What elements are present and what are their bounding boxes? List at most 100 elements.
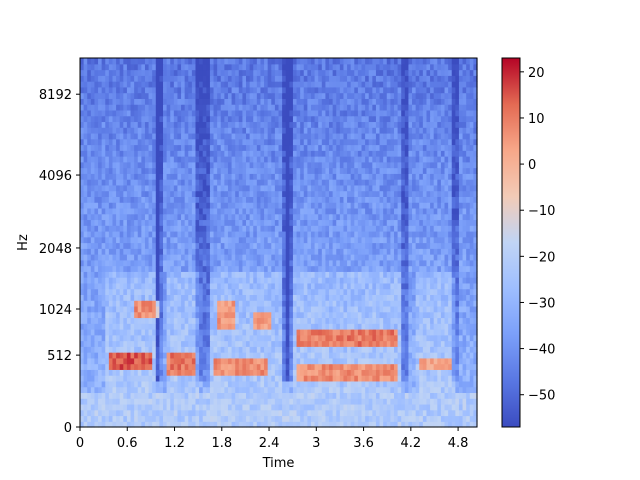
heatmap-cell [393,305,399,313]
heatmap-cell [289,386,294,394]
heatmap-cell [310,282,316,290]
heatmap-cell [350,213,355,221]
heatmap-cell [112,328,117,336]
heatmap-cell [108,196,114,203]
heatmap-cell [181,236,186,244]
heatmap-cell [123,363,128,370]
heatmap-cell [365,403,370,411]
heatmap-cell [339,230,345,238]
heatmap-cell [202,328,207,336]
heatmap-cell [116,363,121,370]
heatmap-cell [307,225,312,232]
heatmap-cell [368,421,373,428]
heatmap-cell [318,294,323,301]
heatmap-cell [307,305,312,313]
heatmap-cell [390,346,395,353]
heatmap-cell [300,334,305,342]
heatmap-cell [101,254,106,261]
heatmap-cell [90,282,96,290]
heatmap-cell [173,230,179,238]
heatmap-cell [249,184,254,192]
heatmap-cell [231,207,236,215]
heatmap-cell [401,300,406,307]
heatmap-cell [256,403,262,411]
heatmap-cell [336,184,341,192]
heatmap-cell [80,340,85,347]
heatmap-cell [90,305,96,313]
heatmap-cell [191,328,197,336]
heatmap-cell [426,294,431,301]
heatmap-cell [307,288,312,295]
heatmap-cell [390,225,395,232]
heatmap-cell [274,403,280,411]
heatmap-cell [325,167,330,174]
heatmap-cell [455,254,460,261]
heatmap-cell [256,242,262,249]
heatmap-cell [170,207,175,215]
heatmap-cell [350,282,355,290]
heatmap-cell [329,421,334,428]
heatmap-cell [90,409,96,417]
heatmap-cell [184,346,189,353]
heatmap-cell [466,219,471,226]
heatmap-cell [379,230,384,238]
heatmap-cell [379,340,384,347]
heatmap-cell [282,242,287,249]
heatmap-cell [332,357,337,365]
heatmap-cell [393,409,399,417]
heatmap-cell [473,328,478,336]
heatmap-cell [397,311,402,319]
heatmap [80,58,478,428]
heatmap-cell [357,340,363,347]
heatmap-cell [357,207,363,215]
heatmap-cell [310,317,316,324]
heatmap-cell [271,334,276,342]
heatmap-cell [217,230,222,238]
heatmap-cell [336,294,341,301]
heatmap-cell [260,300,265,307]
heatmap-cell [155,357,160,365]
heatmap-cell [448,340,453,347]
heatmap-cell [163,248,168,255]
heatmap-cell [126,346,132,353]
heatmap-cell [473,363,478,370]
heatmap-cell [94,259,99,267]
heatmap-cell [412,219,417,226]
heatmap-cell [116,375,121,382]
heatmap-cell [357,288,363,295]
heatmap-cell [112,305,117,313]
heatmap-cell [383,323,388,330]
heatmap-cell [343,202,348,209]
heatmap-cell [137,207,142,215]
heatmap-cell [98,196,103,203]
heatmap-cell [383,398,388,405]
heatmap-cell [448,248,453,255]
heatmap-cell [430,282,435,290]
heatmap-cell [466,259,471,267]
heatmap-cell [155,248,160,255]
heatmap-cell [278,357,283,365]
heatmap-cell [108,219,114,226]
heatmap-cell [213,161,218,169]
heatmap-cell [368,369,373,376]
heatmap-cell [249,311,254,319]
heatmap-cell [412,248,417,255]
heatmap-cell [303,363,308,370]
heatmap-cell [401,230,406,238]
heatmap-cell [372,352,377,359]
heatmap-cell [264,167,269,174]
heatmap-cell [123,248,128,255]
heatmap-cell [393,398,399,405]
heatmap-cell [466,248,471,255]
heatmap-cell [141,230,146,238]
heatmap-cell [267,380,272,388]
heatmap-cell [361,230,366,238]
heatmap-cell [292,271,298,278]
heatmap-cell [336,242,341,249]
heatmap-cell [397,196,402,203]
heatmap-cell [224,173,229,180]
heatmap-cell [419,265,424,272]
heatmap-cell [123,375,128,382]
heatmap-cell [390,334,395,342]
heatmap-cell [98,248,103,255]
